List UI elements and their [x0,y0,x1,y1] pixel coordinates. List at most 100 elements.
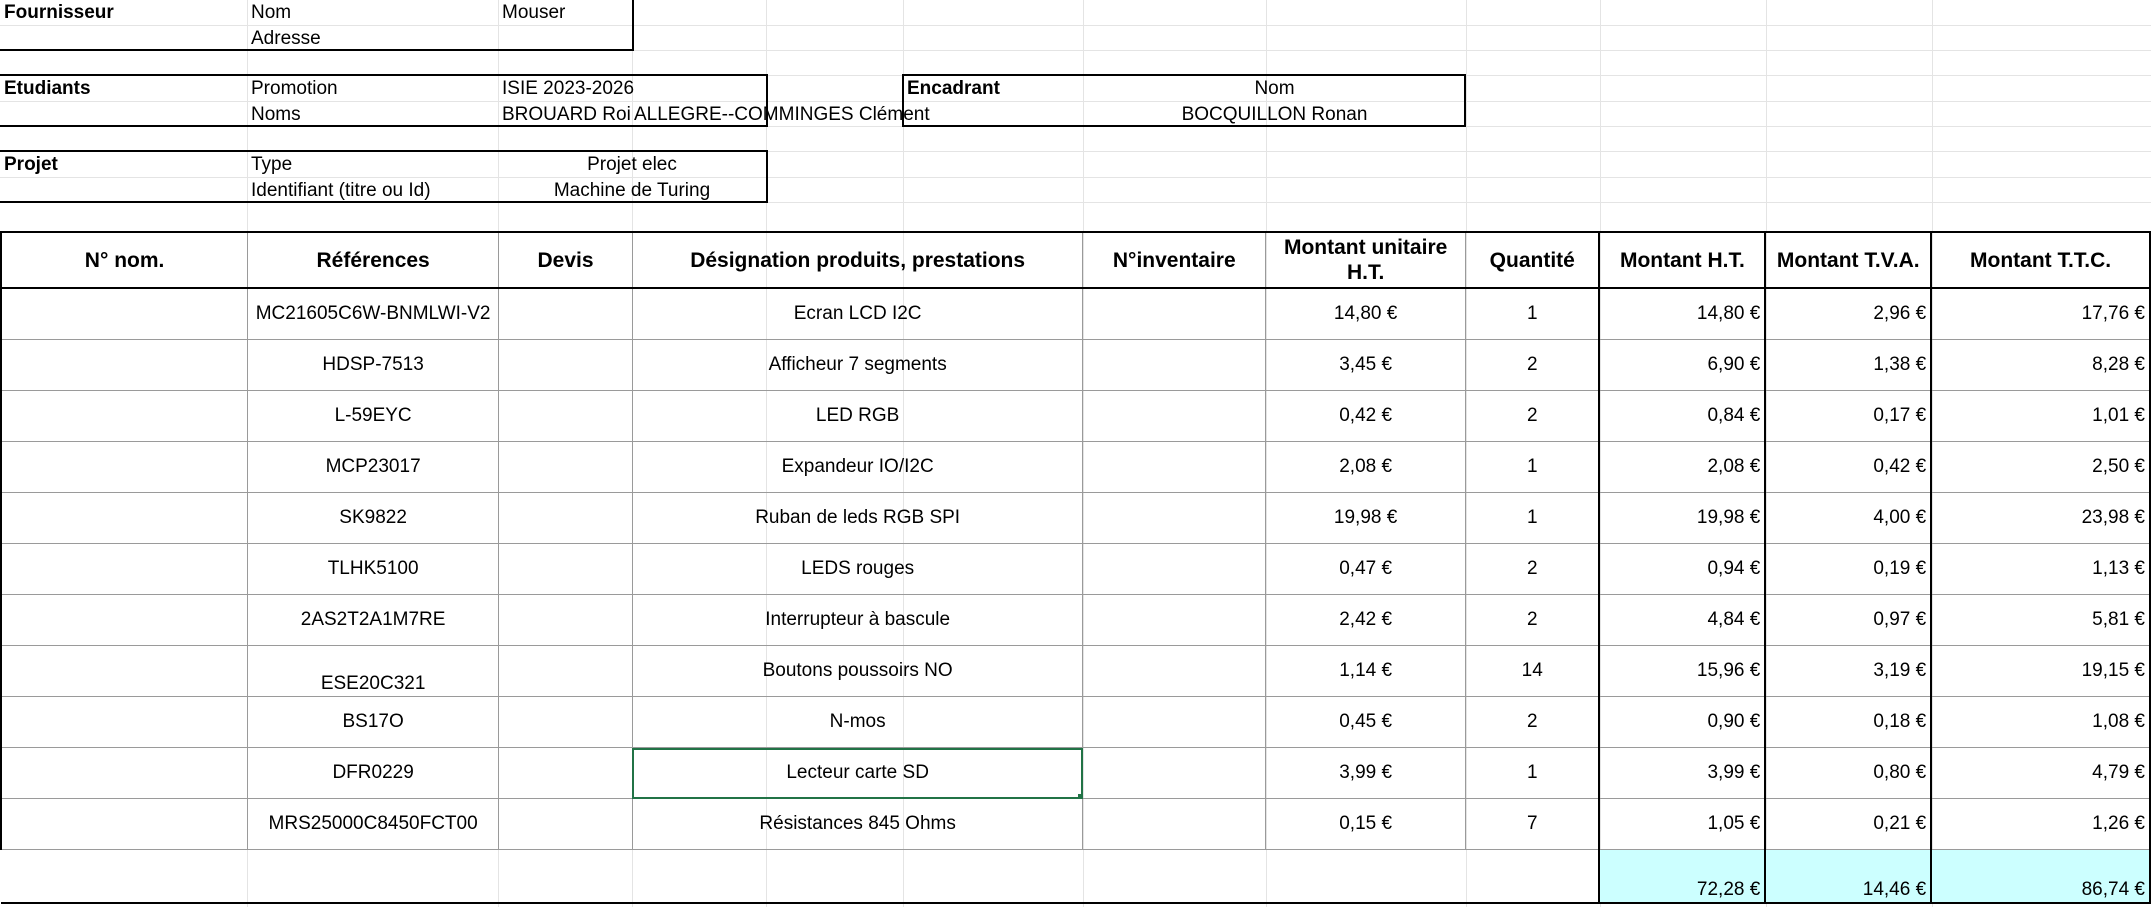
cell-montant-tva[interactable]: 1,38 € [1764,339,1932,391]
cell-num[interactable] [0,594,249,646]
cell-reference[interactable]: ESE20C321 [247,645,500,697]
header-devis[interactable]: Devis [498,231,633,289]
cell-montant-ht[interactable]: 15,96 € [1598,645,1766,697]
cell-inventaire[interactable] [1082,492,1267,544]
cell-montant-ht[interactable]: 1,05 € [1598,798,1766,850]
cell-num[interactable] [0,645,249,697]
cell-unit-price[interactable]: 19,98 € [1265,492,1467,544]
cell-quantity[interactable]: 2 [1465,696,1600,748]
cell-montant-tva[interactable]: 2,96 € [1764,287,1932,340]
promotion-value[interactable]: ISIE 2023-2026 [502,78,635,99]
cell-inventaire[interactable] [1082,441,1267,493]
header-inventaire[interactable]: N°inventaire [1082,231,1267,289]
total-empty-cell[interactable] [1265,849,1466,904]
cell-montant-ht[interactable]: 3,99 € [1598,747,1766,799]
cell-inventaire[interactable] [1082,390,1267,442]
cell-montant-ttc[interactable]: 1,01 € [1930,390,2151,442]
cell-quantity[interactable]: 2 [1465,594,1600,646]
cell-unit-price[interactable]: 0,47 € [1265,543,1467,595]
cell-devis[interactable] [498,543,633,595]
cell-unit-price[interactable]: 2,42 € [1265,594,1467,646]
cell-unit-price[interactable]: 0,15 € [1265,798,1467,850]
cell-montant-ttc[interactable]: 17,76 € [1930,287,2151,340]
cell-reference[interactable]: 2AS2T2A1M7RE [247,594,500,646]
total-ht[interactable]: 72,28 € [1598,849,1766,904]
cell-quantity[interactable]: 2 [1465,339,1600,391]
cell-num[interactable] [0,696,249,748]
cell-designation[interactable]: Lecteur carte SD [631,747,1084,799]
cell-quantity[interactable]: 14 [1465,645,1600,697]
cell-quantity[interactable]: 1 [1465,287,1600,340]
cell-unit-price[interactable]: 2,08 € [1265,441,1467,493]
cell-unit-price[interactable]: 1,14 € [1265,645,1467,697]
cell-quantity[interactable]: 1 [1465,492,1600,544]
cell-reference[interactable]: TLHK5100 [247,543,500,595]
cell-montant-ht[interactable]: 19,98 € [1598,492,1766,544]
cell-unit-price[interactable]: 3,45 € [1265,339,1467,391]
cell-inventaire[interactable] [1082,543,1267,595]
cell-inventaire[interactable] [1082,696,1267,748]
cell-montant-ttc[interactable]: 19,15 € [1930,645,2151,697]
total-empty-cell[interactable] [1465,849,1600,904]
header-montant-unitaire[interactable]: Montant unitaire H.T. [1265,231,1467,289]
cell-reference[interactable]: MC21605C6W-BNMLWI-V2 [247,287,500,340]
cell-designation[interactable]: Résistances 845 Ohms [631,798,1084,850]
cell-montant-tva[interactable]: 3,19 € [1764,645,1932,697]
total-empty-cell[interactable] [498,849,633,904]
cell-reference[interactable]: MCP23017 [247,441,500,493]
cell-devis[interactable] [498,390,633,442]
header-montant-ttc[interactable]: Montant T.T.C. [1930,231,2151,289]
cell-montant-tva[interactable]: 0,17 € [1764,390,1932,442]
projet-id-value[interactable]: Machine de Turing [553,180,711,201]
cell-quantity[interactable]: 2 [1465,390,1600,442]
cell-montant-tva[interactable]: 0,80 € [1764,747,1932,799]
cell-designation[interactable]: Boutons poussoirs NO [631,645,1084,697]
cell-devis[interactable] [498,287,633,340]
cell-num[interactable] [0,492,249,544]
cell-montant-ttc[interactable]: 1,13 € [1930,543,2151,595]
cell-designation[interactable]: LEDS rouges [631,543,1084,595]
cell-montant-tva[interactable]: 0,18 € [1764,696,1932,748]
total-empty-cell[interactable] [1,849,248,904]
cell-reference[interactable]: BS17O [247,696,500,748]
total-empty-cell[interactable] [247,849,499,904]
cell-num[interactable] [0,543,249,595]
cell-devis[interactable] [498,747,633,799]
cell-devis[interactable] [498,594,633,646]
cell-reference[interactable]: MRS25000C8450FCT00 [247,798,500,850]
header-montant-tva[interactable]: Montant T.V.A. [1764,231,1932,289]
cell-montant-tva[interactable]: 0,19 € [1764,543,1932,595]
cell-reference[interactable]: DFR0229 [247,747,500,799]
header-montant-ht[interactable]: Montant H.T. [1598,231,1766,289]
cell-num[interactable] [0,798,249,850]
header-num[interactable]: N° nom. [0,231,249,289]
cell-quantity[interactable]: 1 [1465,441,1600,493]
cell-montant-ttc[interactable]: 8,28 € [1930,339,2151,391]
cell-devis[interactable] [498,798,633,850]
fournisseur-nom-value[interactable]: Mouser [502,2,566,23]
cell-unit-price[interactable]: 14,80 € [1265,287,1467,340]
cell-montant-ttc[interactable]: 5,81 € [1930,594,2151,646]
cell-designation[interactable]: Afficheur 7 segments [631,339,1084,391]
noms-value-1[interactable]: BROUARD Roi [502,104,631,125]
cell-unit-price[interactable]: 3,99 € [1265,747,1467,799]
cell-devis[interactable] [498,696,633,748]
cell-inventaire[interactable] [1082,747,1267,799]
total-empty-cell[interactable] [632,849,1083,904]
cell-quantity[interactable]: 2 [1465,543,1600,595]
cell-designation[interactable]: Ruban de leds RGB SPI [631,492,1084,544]
cell-quantity[interactable]: 1 [1465,747,1600,799]
cell-reference[interactable]: L-59EYC [247,390,500,442]
cell-montant-ttc[interactable]: 2,50 € [1930,441,2151,493]
cell-montant-tva[interactable]: 0,97 € [1764,594,1932,646]
cell-designation[interactable]: LED RGB [631,390,1084,442]
cell-inventaire[interactable] [1082,339,1267,391]
cell-reference[interactable]: SK9822 [247,492,500,544]
cell-devis[interactable] [498,441,633,493]
projet-type-value[interactable]: Projet elec [587,154,677,175]
cell-designation[interactable]: Interrupteur à bascule [631,594,1084,646]
cell-inventaire[interactable] [1082,287,1267,340]
cell-quantity[interactable]: 7 [1465,798,1600,850]
cell-num[interactable] [0,287,249,340]
cell-inventaire[interactable] [1082,645,1267,697]
